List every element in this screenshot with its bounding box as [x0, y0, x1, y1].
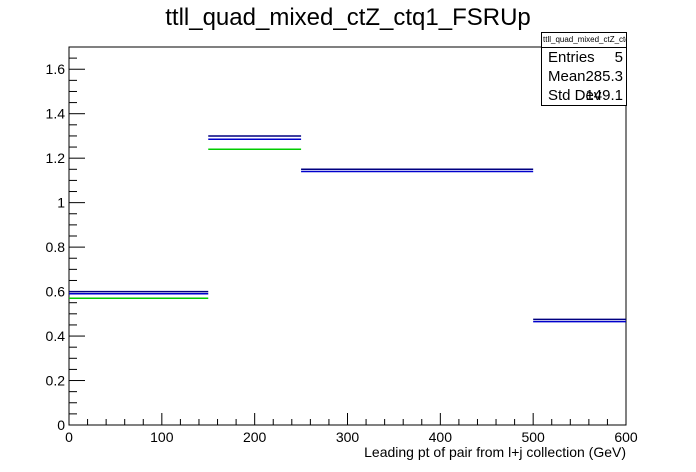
y-tick-label: 0 — [57, 417, 65, 433]
stats-label: Entries — [548, 49, 595, 66]
y-tick-label: 0.6 — [46, 284, 66, 300]
x-axis: 0 100 200 300 400 500 600 — [65, 413, 638, 445]
x-tick-label: 400 — [429, 429, 453, 445]
stats-value: 5 — [614, 49, 623, 66]
stats-box-title: ttll_quad_mixed_ctZ_ctq1_FSRUp — [542, 33, 626, 48]
stats-label: Std Dev — [548, 87, 602, 104]
x-axis-label: Leading pt of pair from l+j collection (… — [364, 444, 626, 460]
y-tick-label: 1 — [57, 195, 65, 211]
x-tick-label: 200 — [243, 429, 267, 445]
y-tick-label: 1.2 — [46, 150, 66, 166]
x-tick-label: 0 — [65, 429, 73, 445]
y-tick-label: 1.4 — [46, 106, 66, 122]
chart-title: ttll_quad_mixed_ctZ_ctq1_FSRUp — [165, 4, 531, 31]
y-tick-label: 0.2 — [46, 373, 66, 389]
x-tick-label: 100 — [150, 429, 174, 445]
x-tick-label: 500 — [521, 429, 545, 445]
y-tick-label: 0.8 — [46, 239, 66, 255]
stats-value: 149.1 — [585, 87, 623, 104]
x-tick-label: 600 — [614, 429, 638, 445]
stats-row-entries: Entries 5 — [542, 48, 626, 67]
stats-label: Mean — [548, 68, 586, 85]
y-tick-label: 0.4 — [46, 328, 66, 344]
y-axis: 0 0.2 0.4 0.6 0.8 1 1.2 1.4 1.6 — [46, 46, 85, 433]
stats-box: ttll_quad_mixed_ctZ_ctq1_FSRUp Entries 5… — [541, 32, 627, 106]
stats-value: 285.3 — [585, 68, 623, 85]
stats-row-mean: Mean 285.3 — [542, 67, 626, 86]
stats-row-stddev: Std Dev 149.1 — [542, 86, 626, 105]
histogram-series — [69, 135, 626, 323]
x-tick-label: 300 — [336, 429, 360, 445]
y-tick-label: 1.6 — [46, 61, 66, 77]
